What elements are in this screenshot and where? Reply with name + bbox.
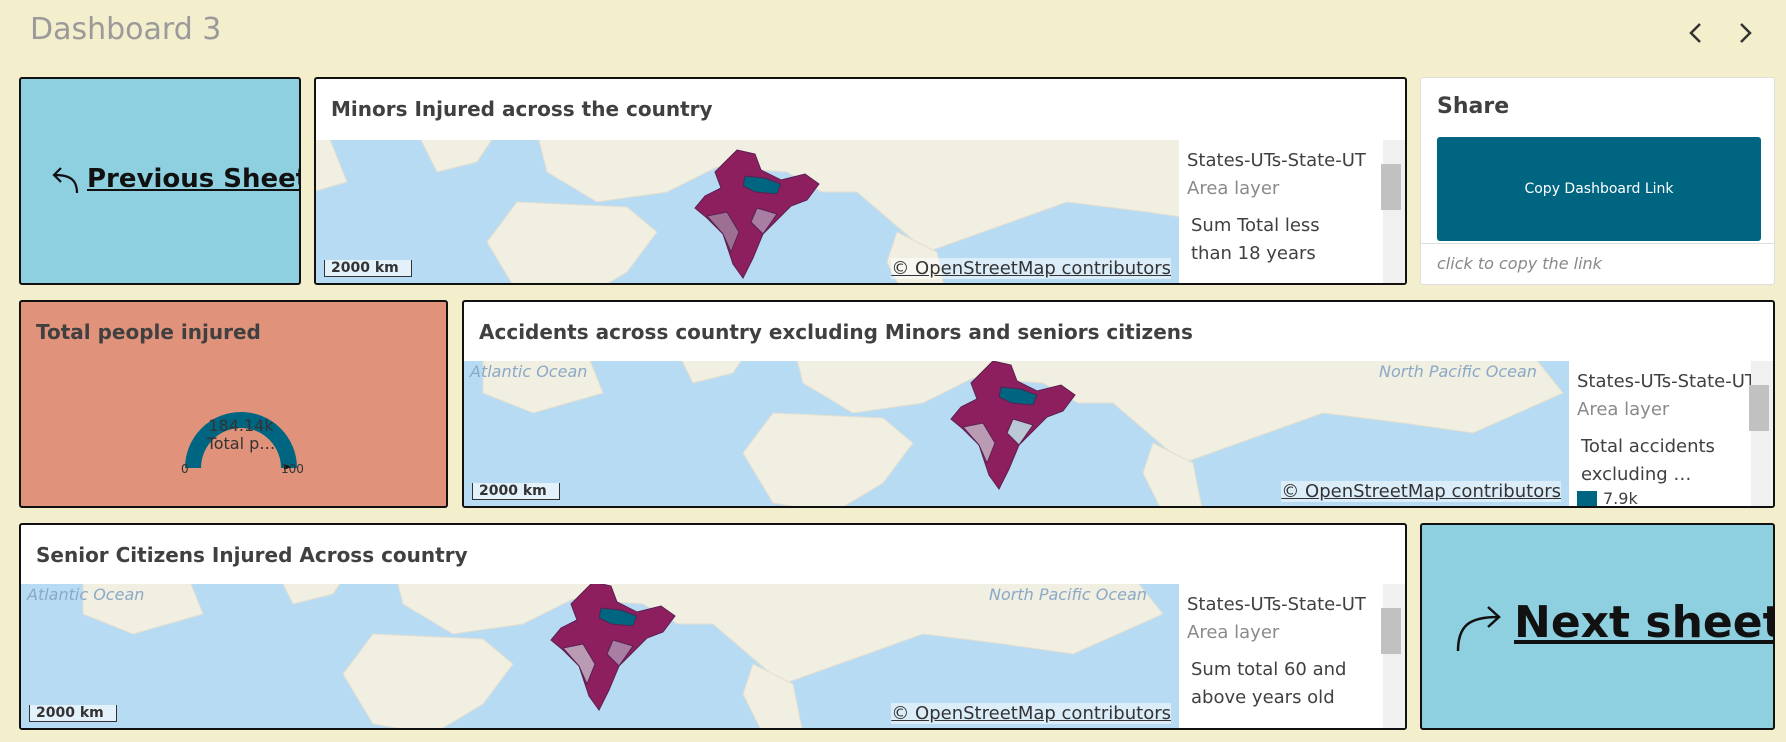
previous-sheet-button[interactable]: Previous Sheet	[19, 77, 301, 285]
kpi-value: 184.14k	[208, 416, 274, 435]
copy-link-button[interactable]: Copy Dashboard Link	[1437, 137, 1761, 241]
scrollbar	[1749, 361, 1773, 506]
region	[706, 211, 740, 254]
land	[486, 201, 658, 283]
region	[598, 607, 638, 627]
kpi-panel: Total people injured 184.14k Total p… 0 …	[19, 300, 448, 508]
map-title: Accidents across country excluding Minor…	[479, 320, 1193, 344]
kpi-title: Total people injured	[36, 320, 261, 344]
legend-measure: Sum Total less than 18 years	[1191, 215, 1320, 264]
forward-icon	[1456, 606, 1501, 652]
map-title: Minors Injured across the country	[331, 97, 713, 121]
gauge-arc	[185, 412, 297, 469]
legend-measure: Sum total 60 and above years old	[1191, 659, 1347, 708]
legend-layer: Area layer	[1187, 622, 1280, 643]
land	[742, 412, 914, 506]
share-panel: Share Copy Dashboard Link click to copy …	[1420, 77, 1775, 285]
scroll-thumb	[1381, 164, 1401, 210]
legend: States-UTs-State-UT Area layer Sum total 6…	[1179, 584, 1405, 728]
legend-measure: Total accidents excluding …	[1581, 436, 1715, 485]
legend-title: States-UTs-State-UT	[1577, 371, 1756, 392]
attribution: © OpenStreetMap contributors	[1281, 481, 1561, 502]
legend: States-UTs-State-UT Area layer Total accid…	[1569, 361, 1773, 506]
map-title: Senior Citizens Injured Across country	[36, 543, 468, 567]
land	[482, 361, 604, 414]
land	[1142, 442, 1203, 506]
legend-layer: Area layer	[1577, 399, 1670, 420]
map-panel[interactable]: Senior Citizens Injured Across country At…	[19, 523, 1407, 730]
scrollbar	[1381, 140, 1405, 283]
kpi-label: Total p…	[206, 434, 276, 453]
sheet-nav[interactable]	[1680, 20, 1760, 46]
ocean-label: Atlantic Ocean	[470, 362, 588, 381]
legend: States-UTs-State-UT Area layer Sum Total l…	[1179, 140, 1405, 283]
region	[750, 207, 778, 235]
scrollbar	[1381, 584, 1405, 728]
legend-title: States-UTs-State-UT	[1187, 150, 1366, 171]
previous-sheet-label: Previous Sheet	[87, 164, 301, 194]
region	[962, 422, 996, 465]
scroll-thumb	[1749, 385, 1769, 431]
region	[562, 643, 596, 686]
map-panel[interactable]: Accidents across country excluding Minor…	[462, 300, 1775, 508]
legend-title: States-UTs-State-UT	[1187, 594, 1366, 615]
share-title: Share	[1437, 94, 1510, 119]
scale-bar: 2000 km	[29, 705, 117, 722]
attribution: © OpenStreetMap contributors	[891, 703, 1171, 724]
attribution: © OpenStreetMap contributors	[891, 258, 1171, 279]
gauge-max: 100	[281, 462, 304, 476]
land	[420, 140, 493, 173]
land	[397, 584, 1164, 685]
next-arrow[interactable]	[1740, 23, 1752, 43]
land	[316, 140, 348, 192]
prev-arrow[interactable]	[1689, 23, 1701, 43]
region	[998, 386, 1038, 406]
legend-swatch	[1577, 491, 1597, 506]
next-sheet-button[interactable]: Next sheet	[1420, 523, 1775, 730]
ocean-label: Atlantic Ocean	[27, 585, 145, 604]
region	[742, 175, 782, 195]
land	[342, 633, 514, 728]
gauge-min: 0	[181, 462, 189, 476]
land	[796, 361, 1564, 464]
divider	[1421, 243, 1774, 244]
gauge	[185, 412, 297, 470]
legend-value: 7.9k	[1603, 489, 1638, 506]
ocean-label: North Pacific Ocean	[989, 585, 1147, 604]
land	[538, 140, 1179, 253]
back-icon	[52, 167, 79, 194]
share-hint: click to copy the link	[1437, 254, 1602, 273]
land	[681, 361, 742, 384]
scale-bar: 2000 km	[324, 260, 412, 277]
region	[606, 639, 634, 667]
scale-bar: 2000 km	[472, 483, 560, 500]
land	[82, 584, 204, 635]
gauge-needle	[284, 464, 291, 470]
ocean-label: North Pacific Ocean	[1379, 362, 1537, 381]
next-sheet-label: Next sheet	[1514, 597, 1775, 648]
sheet-title: Dashboard 3	[30, 12, 222, 47]
region	[1006, 418, 1034, 446]
land	[282, 584, 341, 605]
map-panel[interactable]: Minors Injured across the country 2000 km…	[314, 77, 1407, 285]
scroll-thumb	[1381, 608, 1401, 654]
land	[742, 663, 803, 728]
legend-layer: Area layer	[1187, 178, 1280, 199]
